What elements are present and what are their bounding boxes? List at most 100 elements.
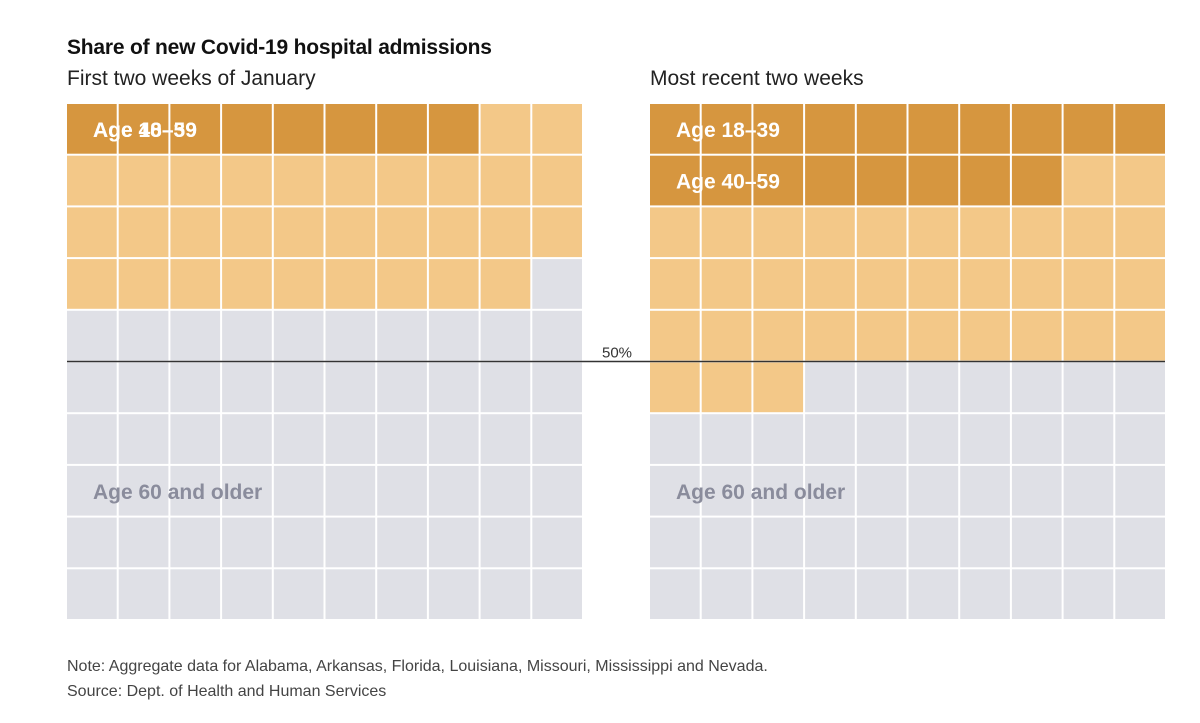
- waffle-square-right-age-60-and-older: [805, 465, 855, 516]
- panel-title-right: Most recent two weeks: [650, 67, 864, 90]
- waffle-square-right-age-18-39: [650, 104, 700, 154]
- waffle-square-left-age-60-and-older: [325, 465, 376, 516]
- waffle-square-right-age-18-39: [805, 104, 855, 154]
- segment-label-left-age-18-39: Age 18–39: [93, 119, 197, 142]
- waffle-square-right-age-60-and-older: [856, 362, 907, 413]
- waffle-square-right-age-18-39: [805, 155, 855, 206]
- waffle-square-right-age-60-and-older: [1115, 362, 1165, 413]
- waffle-square-left-age-60-and-older: [480, 310, 531, 361]
- segment-label-left-age-60-and-older: Age 60 and older: [93, 481, 262, 504]
- waffle-square-right-age-40-59: [650, 207, 700, 258]
- source-text: Source: Dept. of Health and Human Servic…: [67, 683, 387, 700]
- waffle-square-left-age-60-and-older: [118, 414, 169, 464]
- waffle-square-left-age-40-59: [273, 207, 324, 258]
- waffle-square-left-age-40-59: [325, 207, 376, 258]
- waffle-square-left-age-60-and-older: [67, 414, 117, 464]
- waffle-square-left-age-60-and-older: [480, 362, 531, 413]
- waffle-square-left-age-60-and-older: [428, 569, 479, 619]
- waffle-square-left-age-60-and-older: [118, 465, 169, 516]
- waffle-square-right-age-40-59: [701, 259, 752, 309]
- waffle-square-left-age-60-and-older: [170, 310, 221, 361]
- waffle-square-left-age-40-59: [480, 259, 531, 309]
- waffle-square-left-age-60-and-older: [170, 569, 221, 619]
- waffle-square-right-age-40-59: [650, 259, 700, 309]
- waffle-square-left-age-60-and-older: [325, 569, 376, 619]
- waffle-square-right-age-40-59: [650, 362, 700, 413]
- waffle-square-left-age-60-and-older: [377, 362, 427, 413]
- waffle-square-left-age-18-39: [377, 104, 427, 154]
- waffle-square-left-age-60-and-older: [532, 569, 582, 619]
- waffle-square-right-age-60-and-older: [805, 569, 855, 619]
- waffle-square-right-age-40-59: [1063, 155, 1114, 206]
- waffle-square-right-age-60-and-older: [805, 414, 855, 464]
- waffle-square-right-age-40-59: [960, 259, 1010, 309]
- waffle-square-right-age-40-59: [908, 259, 959, 309]
- waffle-square-left-age-60-and-older: [532, 414, 582, 464]
- waffle-square-right-age-60-and-older: [856, 465, 907, 516]
- waffle-square-left-age-18-39: [428, 104, 479, 154]
- waffle-square-left-age-60-and-older: [377, 465, 427, 516]
- waffle-square-left-age-60-and-older: [480, 569, 531, 619]
- waffle-square-left-age-40-59: [222, 207, 272, 258]
- waffle-square-left-age-60-and-older: [377, 569, 427, 619]
- chart-title: Share of new Covid-19 hospital admission…: [67, 36, 492, 59]
- waffle-square-right-age-60-and-older: [1011, 362, 1062, 413]
- waffle-square-left-age-40-59: [325, 155, 376, 206]
- waffle-square-right-age-60-and-older: [701, 569, 752, 619]
- waffle-square-right-age-60-and-older: [960, 569, 1010, 619]
- waffle-square-left-age-60-and-older: [428, 517, 479, 568]
- waffle-square-left-age-40-59: [532, 207, 582, 258]
- waffle-square-right-age-40-59: [701, 207, 752, 258]
- waffle-square-left-age-60-and-older: [428, 465, 479, 516]
- waffle-square-right-age-40-59: [1115, 155, 1165, 206]
- waffle-square-left-age-60-and-older: [118, 517, 169, 568]
- waffle-square-left-age-60-and-older: [67, 517, 117, 568]
- waffle-square-left-age-60-and-older: [67, 569, 117, 619]
- waffle-square-right-age-60-and-older: [1011, 465, 1062, 516]
- waffle-square-left-age-40-59: [170, 155, 221, 206]
- waffle-square-left-age-60-and-older: [532, 465, 582, 516]
- waffle-square-right-age-40-59: [1115, 259, 1165, 309]
- waffle-square-left-age-40-59: [170, 259, 221, 309]
- waffle-square-left-age-60-and-older: [273, 310, 324, 361]
- waffle-square-right-age-40-59: [1115, 310, 1165, 361]
- waffle-square-left-age-60-and-older: [377, 414, 427, 464]
- waffle-square-right-age-60-and-older: [1063, 362, 1114, 413]
- waffle-square-left-age-60-and-older: [428, 362, 479, 413]
- waffle-square-right-age-60-and-older: [856, 569, 907, 619]
- fifty-percent-label: 50%: [602, 345, 632, 362]
- waffle-square-left-age-60-and-older: [170, 362, 221, 413]
- waffle-square-left-age-40-59: [118, 155, 169, 206]
- waffle-square-left-age-18-39: [67, 104, 117, 154]
- waffle-square-left-age-60-and-older: [118, 310, 169, 361]
- waffle-square-left-age-18-39: [273, 104, 324, 154]
- waffle-square-right-age-18-39: [960, 155, 1010, 206]
- waffle-square-left-age-60-and-older: [325, 517, 376, 568]
- waffle-square-left-age-60-and-older: [325, 414, 376, 464]
- waffle-square-left-age-18-39: [170, 104, 221, 154]
- waffle-square-right-age-40-59: [701, 310, 752, 361]
- waffle-square-left-age-40-59: [222, 155, 272, 206]
- waffle-square-right-age-60-and-older: [1011, 569, 1062, 619]
- waffle-square-right-age-40-59: [701, 362, 752, 413]
- waffle-square-right-age-60-and-older: [1011, 517, 1062, 568]
- panel-title-left: First two weeks of January: [67, 67, 316, 90]
- waffle-square-left-age-40-59: [480, 155, 531, 206]
- waffle-square-right-age-40-59: [650, 310, 700, 361]
- waffle-square-right-age-60-and-older: [908, 362, 959, 413]
- waffle-square-right-age-40-59: [805, 310, 855, 361]
- waffle-square-left-age-60-and-older: [377, 310, 427, 361]
- waffle-square-left-age-60-and-older: [222, 465, 272, 516]
- waffle-square-right-age-40-59: [1115, 207, 1165, 258]
- waffle-square-left-age-40-59: [170, 207, 221, 258]
- waffle-square-right-age-60-and-older: [701, 465, 752, 516]
- waffle-square-left-age-18-39: [118, 104, 169, 154]
- waffle-panel-right: Age 18–39 Age 40–59 Age 60 and older: [650, 104, 1165, 619]
- waffle-square-left-age-40-59: [428, 155, 479, 206]
- waffle-square-right-age-40-59: [960, 310, 1010, 361]
- waffle-square-right-age-18-39: [701, 104, 752, 154]
- waffle-square-right-age-60-and-older: [908, 465, 959, 516]
- waffle-square-right-age-40-59: [908, 207, 959, 258]
- waffle-square-right-age-40-59: [1011, 207, 1062, 258]
